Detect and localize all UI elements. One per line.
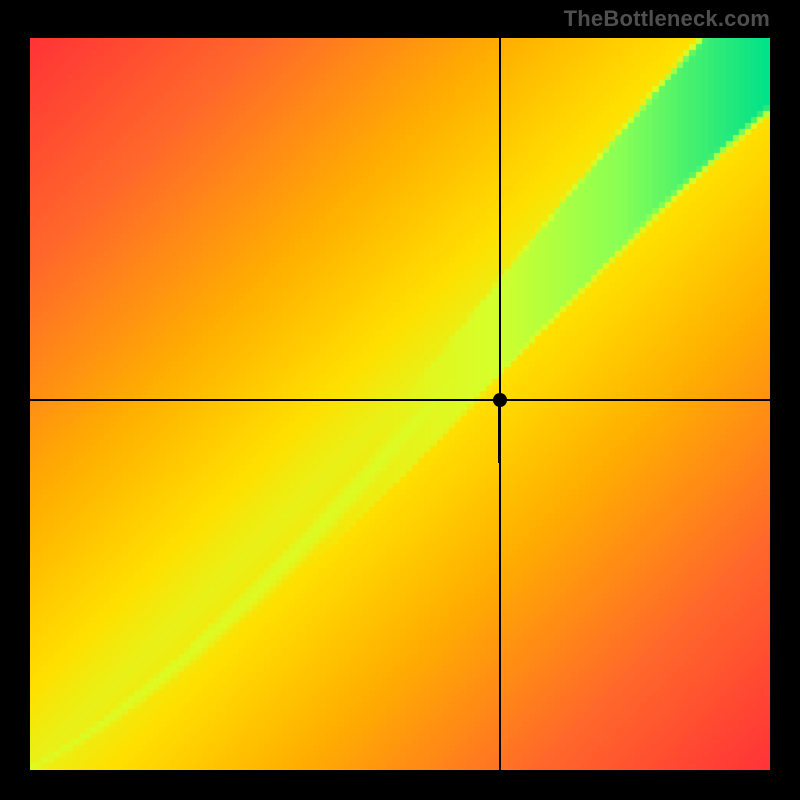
figure-container: TheBottleneck.com: [0, 0, 800, 800]
config-marker: [493, 393, 507, 407]
marker-stem: [498, 400, 501, 462]
bottleneck-heatmap: [30, 38, 770, 770]
crosshair-horizontal: [30, 399, 770, 401]
attribution-text: TheBottleneck.com: [564, 6, 770, 32]
plot-area: [30, 38, 770, 770]
